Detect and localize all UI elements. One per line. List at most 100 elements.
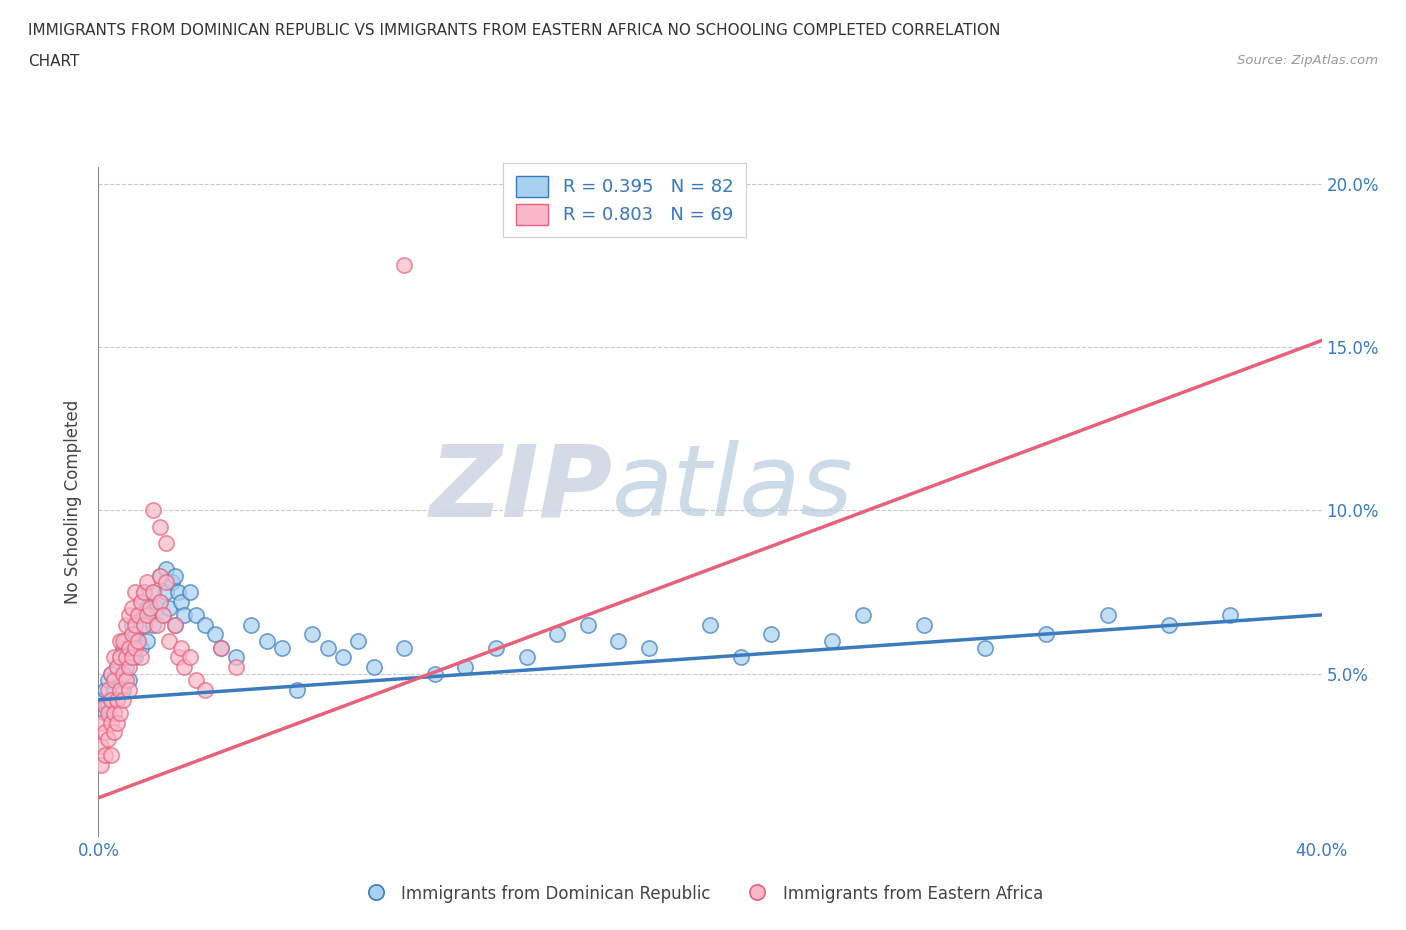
- Point: [149, 568, 172, 583]
- Point: [103, 725, 125, 740]
- Point: [179, 585, 201, 600]
- Point: [363, 659, 385, 674]
- Point: [115, 672, 138, 687]
- Point: [108, 650, 131, 665]
- Point: [637, 640, 661, 655]
- Point: [225, 650, 247, 665]
- Point: [108, 683, 131, 698]
- Point: [118, 672, 141, 687]
- Point: [97, 706, 120, 721]
- Point: [129, 594, 152, 609]
- Point: [134, 585, 156, 600]
- Point: [145, 618, 167, 632]
- Point: [97, 732, 120, 747]
- Point: [423, 666, 446, 681]
- Point: [142, 503, 165, 518]
- Point: [145, 601, 167, 616]
- Point: [129, 650, 152, 665]
- Point: [139, 601, 162, 616]
- Point: [136, 633, 159, 648]
- Point: [134, 585, 156, 600]
- Point: [118, 683, 141, 698]
- Point: [170, 640, 193, 655]
- Text: CHART: CHART: [28, 54, 80, 69]
- Point: [912, 618, 935, 632]
- Point: [115, 650, 138, 665]
- Point: [170, 594, 193, 609]
- Legend: Immigrants from Dominican Republic, Immigrants from Eastern Africa: Immigrants from Dominican Republic, Immi…: [354, 875, 1052, 912]
- Point: [155, 585, 177, 600]
- Point: [730, 650, 752, 665]
- Point: [347, 633, 370, 648]
- Point: [118, 659, 141, 674]
- Point: [108, 650, 131, 665]
- Point: [699, 618, 721, 632]
- Point: [149, 519, 172, 534]
- Point: [111, 633, 134, 648]
- Point: [105, 692, 128, 707]
- Point: [121, 640, 143, 655]
- Point: [121, 618, 143, 632]
- Point: [127, 607, 149, 622]
- Point: [90, 738, 112, 753]
- Point: [316, 640, 339, 655]
- Point: [90, 692, 112, 707]
- Point: [149, 568, 172, 583]
- Point: [97, 672, 120, 687]
- Point: [121, 601, 143, 616]
- Point: [759, 627, 782, 642]
- Point: [103, 706, 125, 721]
- Point: [157, 633, 180, 648]
- Point: [186, 672, 208, 687]
- Point: [108, 633, 131, 648]
- Point: [115, 618, 138, 632]
- Point: [1097, 607, 1119, 622]
- Point: [127, 607, 149, 622]
- Point: [105, 715, 128, 730]
- Point: [105, 659, 128, 674]
- Point: [100, 666, 122, 681]
- Point: [546, 627, 568, 642]
- Point: [392, 258, 416, 272]
- Point: [134, 618, 156, 632]
- Point: [115, 633, 138, 648]
- Point: [974, 640, 997, 655]
- Point: [100, 715, 122, 730]
- Point: [93, 706, 115, 721]
- Point: [93, 683, 115, 698]
- Point: [118, 640, 141, 655]
- Point: [93, 725, 115, 740]
- Point: [285, 683, 308, 698]
- Point: [163, 618, 186, 632]
- Point: [1035, 627, 1057, 642]
- Point: [93, 699, 115, 714]
- Point: [173, 659, 195, 674]
- Point: [332, 650, 354, 665]
- Point: [256, 633, 278, 648]
- Point: [139, 607, 162, 622]
- Point: [100, 748, 122, 763]
- Point: [100, 692, 122, 707]
- Point: [108, 706, 131, 721]
- Point: [157, 601, 180, 616]
- Point: [134, 618, 156, 632]
- Point: [155, 575, 177, 590]
- Point: [97, 683, 120, 698]
- Point: [111, 683, 134, 698]
- Point: [111, 666, 134, 681]
- Point: [127, 633, 149, 648]
- Point: [118, 650, 141, 665]
- Point: [194, 683, 217, 698]
- Point: [121, 627, 143, 642]
- Point: [124, 585, 146, 600]
- Point: [454, 659, 477, 674]
- Point: [93, 748, 115, 763]
- Point: [155, 536, 177, 551]
- Point: [160, 575, 183, 590]
- Text: atlas: atlas: [612, 440, 853, 538]
- Point: [136, 601, 159, 616]
- Text: ZIP: ZIP: [429, 440, 612, 538]
- Text: IMMIGRANTS FROM DOMINICAN REPUBLIC VS IMMIGRANTS FROM EASTERN AFRICA NO SCHOOLIN: IMMIGRANTS FROM DOMINICAN REPUBLIC VS IM…: [28, 23, 1001, 38]
- Point: [204, 627, 226, 642]
- Point: [142, 585, 165, 600]
